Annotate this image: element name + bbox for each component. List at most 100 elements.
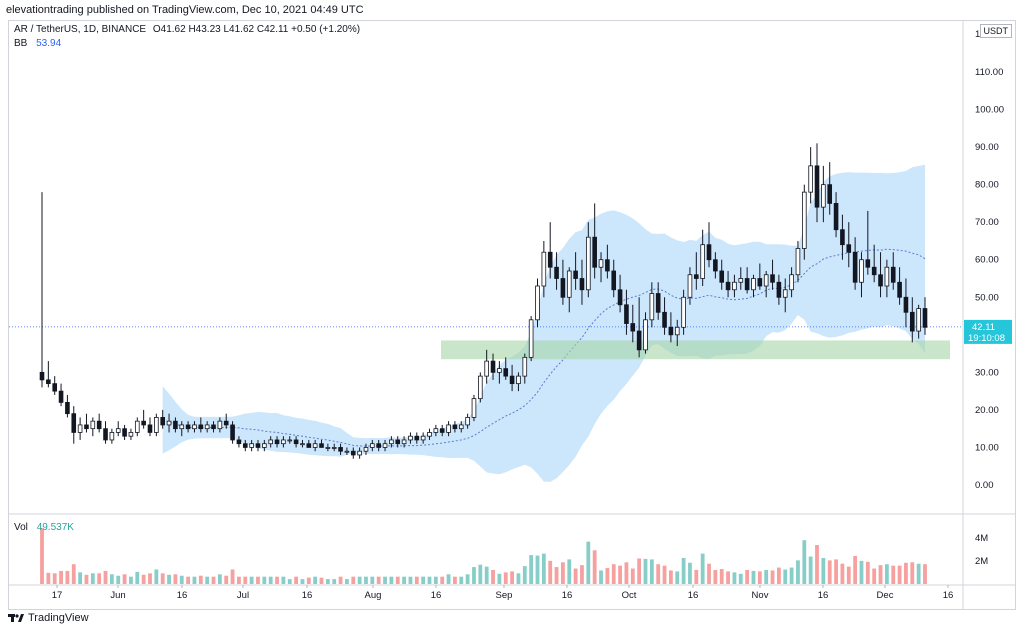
candle-body[interactable]	[58, 390, 64, 403]
symbol-label[interactable]: AR / TetherUS, 1D, BINANCE	[14, 24, 147, 35]
candle-body[interactable]	[90, 420, 96, 430]
candle-body[interactable]	[427, 432, 432, 437]
candle-body[interactable]	[408, 435, 413, 441]
candle-body[interactable]	[681, 296, 686, 328]
candle-body[interactable]	[528, 319, 534, 358]
candle-body[interactable]	[77, 424, 83, 433]
candle-body[interactable]	[338, 447, 343, 452]
candle-body[interactable]	[414, 435, 420, 441]
candle-body[interactable]	[636, 330, 642, 351]
candle-body[interactable]	[382, 443, 388, 448]
candle-body[interactable]	[579, 278, 585, 291]
candle-body[interactable]	[643, 319, 648, 351]
candle-body[interactable]	[420, 435, 426, 441]
candle-body[interactable]	[497, 368, 502, 373]
candle-body[interactable]	[363, 447, 369, 452]
candle-body[interactable]	[719, 270, 725, 283]
candle-body[interactable]	[154, 417, 159, 433]
candle-body[interactable]	[262, 443, 267, 448]
candle-body[interactable]	[871, 266, 877, 276]
candle-body[interactable]	[300, 443, 305, 446]
candle-body[interactable]	[65, 402, 70, 415]
candle-body[interactable]	[179, 424, 185, 430]
candle-body[interactable]	[185, 424, 191, 430]
candle-body[interactable]	[141, 420, 146, 426]
candle-body[interactable]	[662, 311, 667, 328]
candle-body[interactable]	[389, 439, 394, 445]
candle-body[interactable]	[865, 259, 871, 268]
candle-body[interactable]	[84, 424, 89, 430]
symbol-legend[interactable]: AR / TetherUS, 1D, BINANCE O41.62 H43.23…	[14, 24, 360, 35]
candle-body[interactable]	[370, 443, 375, 448]
candle-body[interactable]	[738, 278, 744, 283]
candle-body[interactable]	[890, 266, 896, 283]
candle-body[interactable]	[96, 420, 102, 430]
candle-body[interactable]	[103, 428, 108, 441]
candle-body[interactable]	[605, 259, 610, 272]
candle-body[interactable]	[236, 439, 242, 445]
candle-body[interactable]	[490, 360, 496, 373]
candle-body[interactable]	[617, 289, 623, 306]
candle-body[interactable]	[458, 424, 464, 430]
candle-body[interactable]	[687, 274, 693, 298]
candle-body[interactable]	[516, 375, 521, 385]
candle-body[interactable]	[757, 278, 763, 287]
candle-body[interactable]	[674, 326, 680, 336]
candle-body[interactable]	[611, 270, 617, 291]
candle-body[interactable]	[173, 420, 178, 430]
candle-body[interactable]	[655, 293, 661, 313]
candle-body[interactable]	[344, 450, 350, 453]
candle-body[interactable]	[249, 443, 254, 448]
candle-body[interactable]	[287, 439, 293, 442]
candle-body[interactable]	[821, 184, 826, 208]
candle-body[interactable]	[109, 432, 115, 441]
candle-body[interactable]	[725, 281, 731, 291]
current-price-tag[interactable]	[964, 319, 1012, 344]
candle-body[interactable]	[770, 274, 775, 283]
candle-body[interactable]	[71, 413, 77, 433]
candle-body[interactable]	[446, 424, 451, 433]
candle-body[interactable]	[319, 443, 324, 448]
candle-body[interactable]	[713, 259, 718, 272]
candle-body[interactable]	[331, 447, 337, 449]
candle-body[interactable]	[573, 270, 578, 279]
candle-body[interactable]	[255, 443, 261, 448]
candle-body[interactable]	[395, 439, 401, 445]
candle-body[interactable]	[624, 304, 629, 324]
candle-body[interactable]	[471, 398, 477, 418]
candle-body[interactable]	[52, 383, 58, 392]
candle-body[interactable]	[694, 274, 699, 279]
candle-body[interactable]	[535, 285, 540, 321]
candle-body[interactable]	[128, 432, 134, 437]
candle-body[interactable]	[376, 443, 381, 448]
candle-body[interactable]	[293, 439, 299, 445]
candle-body[interactable]	[274, 439, 280, 445]
candle-body[interactable]	[852, 251, 858, 283]
candle-body[interactable]	[452, 424, 458, 430]
candle-body[interactable]	[782, 289, 788, 298]
candle-body[interactable]	[217, 420, 223, 430]
candle-body[interactable]	[134, 420, 140, 433]
candle-body[interactable]	[833, 203, 839, 231]
candle-body[interactable]	[560, 278, 566, 298]
candle-body[interactable]	[204, 424, 210, 430]
candle-body[interactable]	[808, 165, 813, 193]
candle-body[interactable]	[465, 417, 470, 426]
candle-body[interactable]	[763, 274, 769, 287]
candle-body[interactable]	[859, 259, 864, 283]
candle-body[interactable]	[39, 371, 45, 381]
candle-body[interactable]	[795, 248, 801, 276]
candle-body[interactable]	[789, 274, 794, 291]
candle-body[interactable]	[503, 368, 509, 377]
candle-body[interactable]	[840, 229, 845, 246]
candle-body[interactable]	[744, 278, 750, 291]
candle-body[interactable]	[312, 443, 318, 448]
support-zone[interactable]	[441, 340, 950, 360]
candle-body[interactable]	[916, 308, 921, 332]
candle-body[interactable]	[478, 375, 483, 400]
candle-body[interactable]	[592, 236, 597, 268]
candle-body[interactable]	[147, 424, 153, 433]
candle-body[interactable]	[846, 244, 852, 253]
candle-body[interactable]	[192, 424, 197, 430]
